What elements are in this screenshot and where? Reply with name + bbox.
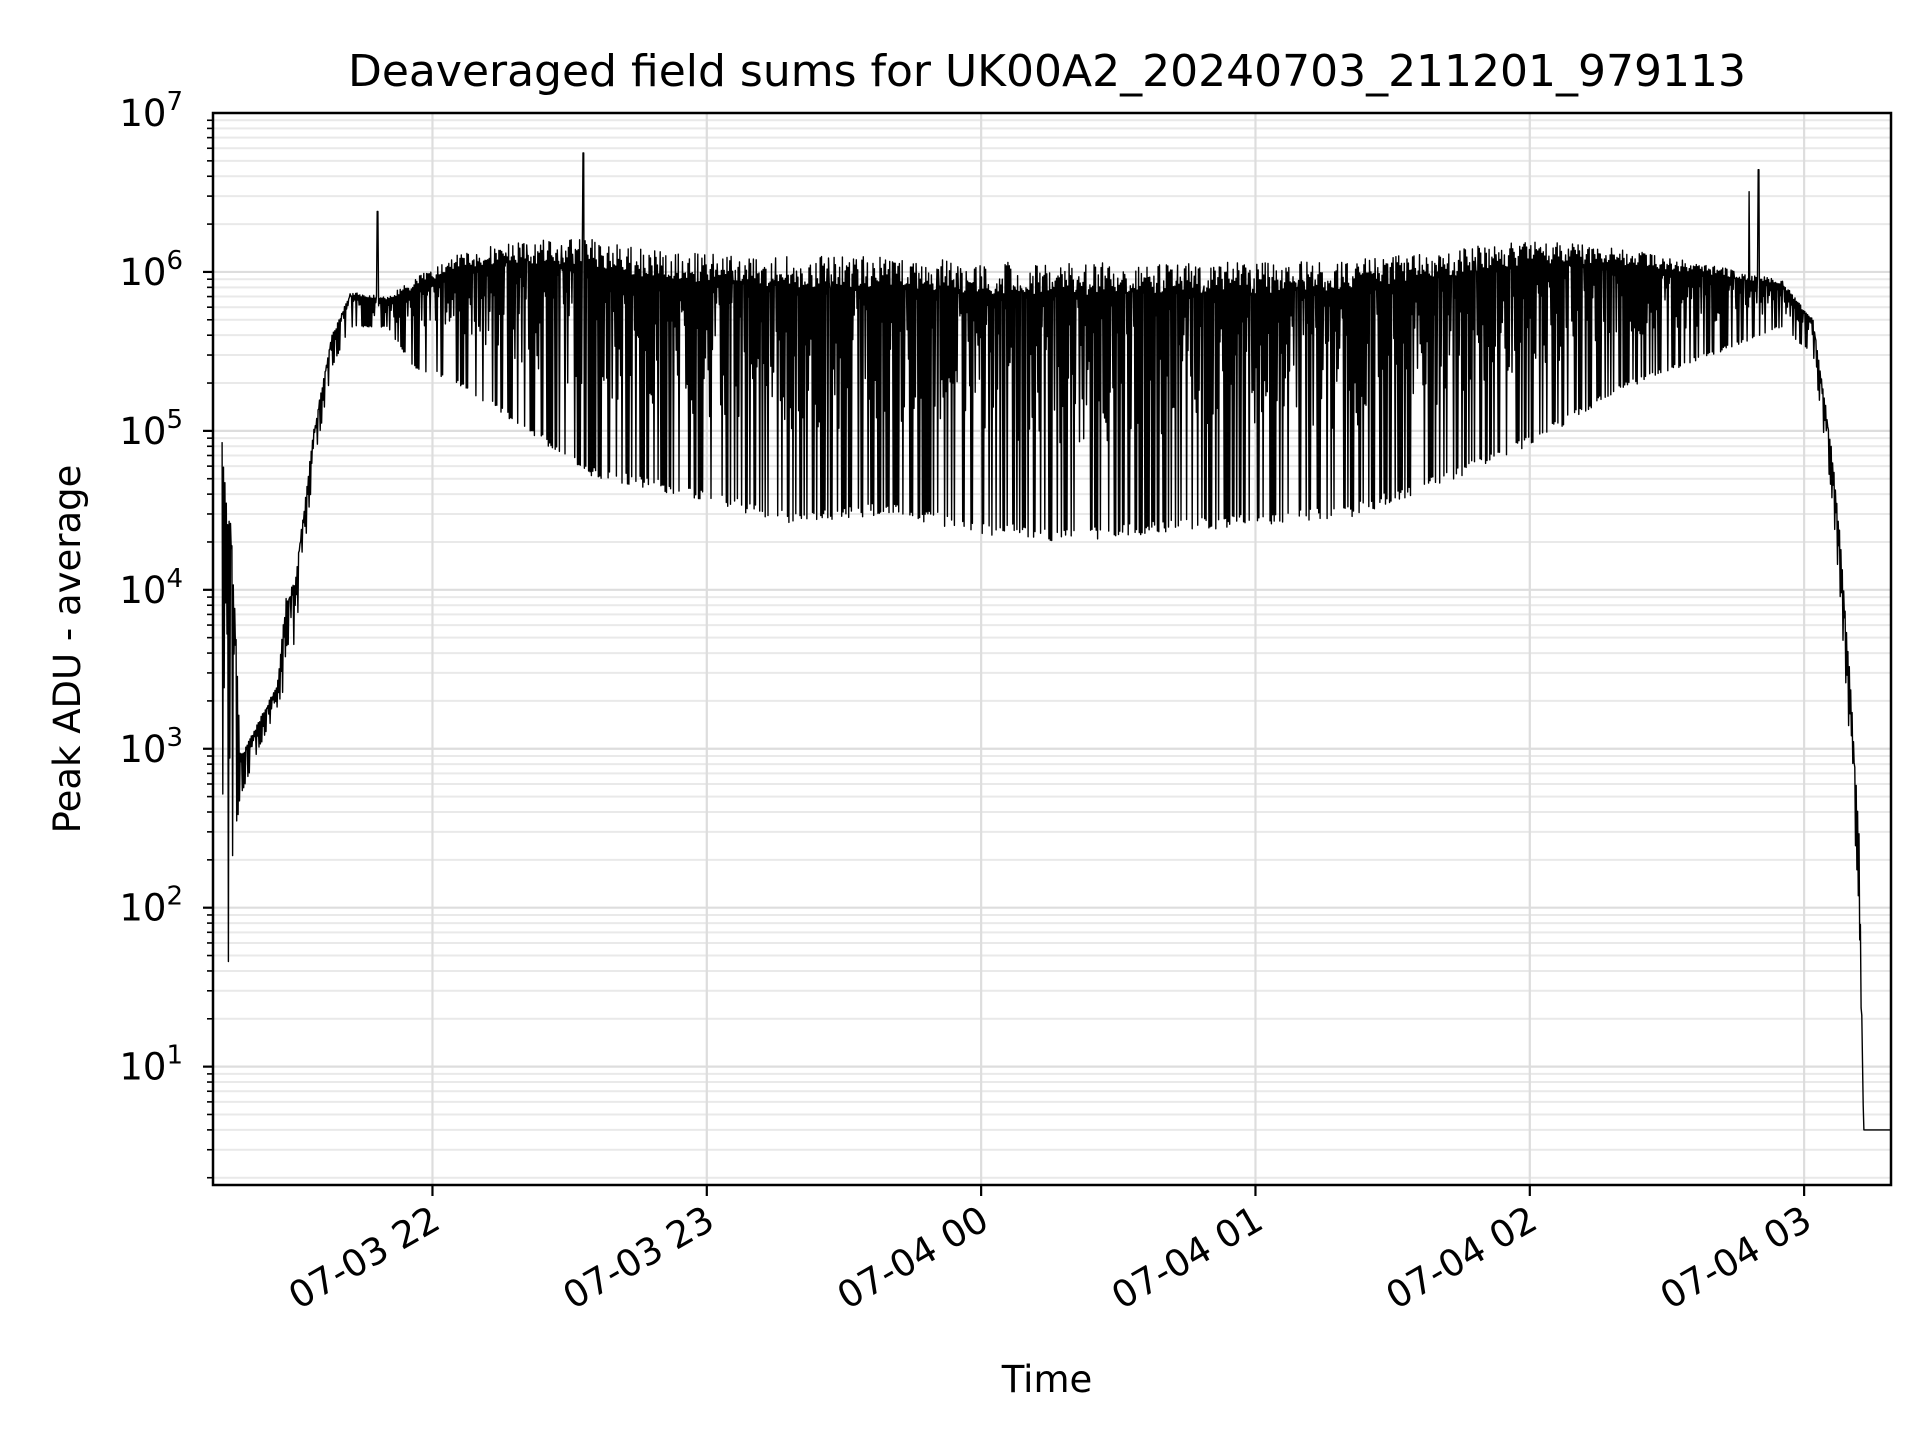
chart-title: Deaveraged field sums for UK00A2_2024070… [348, 46, 1746, 97]
y-tick-label: 105 [119, 405, 183, 453]
grid [213, 113, 1891, 1185]
y-tick-label: 103 [119, 723, 183, 771]
y-tick-label: 106 [119, 246, 183, 294]
y-tick-label: 101 [119, 1041, 183, 1089]
series-line [221, 152, 1891, 1131]
y-tick-label: 102 [119, 882, 183, 930]
plot-area [211, 111, 1893, 1187]
x-axis-label: Time [1001, 1358, 1093, 1401]
y-axis: 101 102 103 104 105 106 107 [119, 87, 213, 1179]
plot-frame [211, 111, 1893, 1187]
y-axis-label: Peak ADU - average [46, 465, 89, 834]
y-tick-label: 104 [119, 564, 183, 612]
y-tick-label: 107 [119, 87, 183, 135]
